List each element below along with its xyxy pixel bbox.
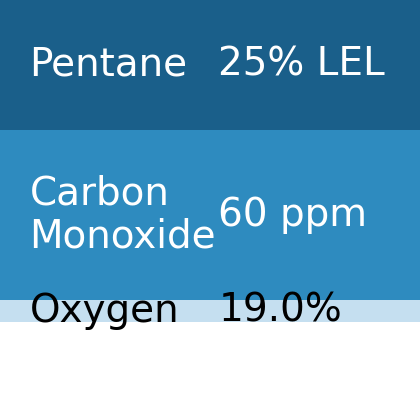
Text: Oxygen: Oxygen xyxy=(29,292,179,330)
Text: 60 ppm: 60 ppm xyxy=(218,196,368,234)
Text: Carbon
Monoxide: Carbon Monoxide xyxy=(29,175,216,255)
Text: 19.0%: 19.0% xyxy=(218,292,342,330)
Bar xyxy=(0,300,420,322)
Bar xyxy=(0,0,420,130)
Text: Pentane: Pentane xyxy=(29,46,187,84)
Bar xyxy=(0,130,420,300)
Text: 25% LEL: 25% LEL xyxy=(218,46,385,84)
